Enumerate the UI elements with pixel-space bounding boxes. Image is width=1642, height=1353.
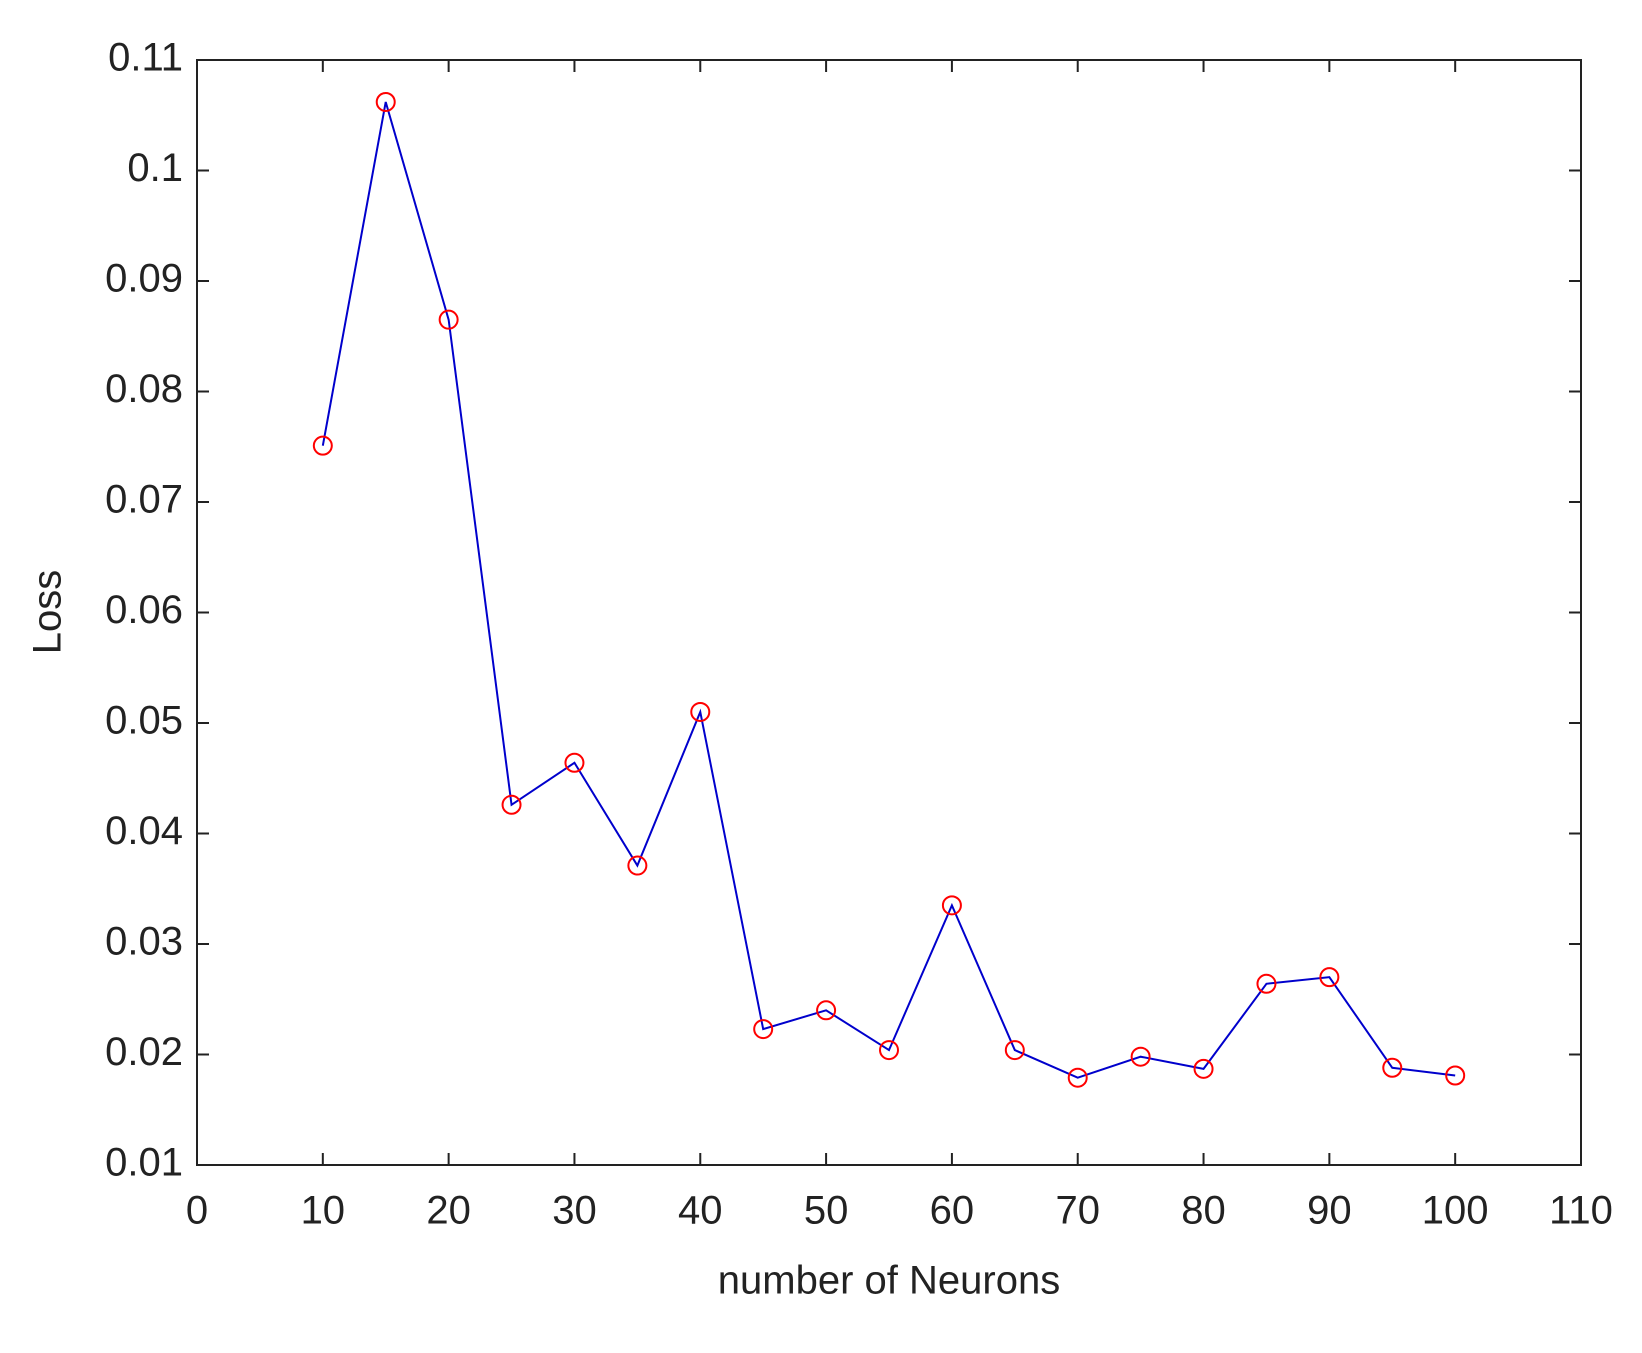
x-tick-label: 90 — [1307, 1189, 1352, 1233]
y-tick-label: 0.02 — [105, 1030, 183, 1074]
x-tick-label: 10 — [301, 1189, 346, 1233]
data-point — [1130, 1046, 1151, 1067]
x-tick-label: 50 — [804, 1189, 849, 1233]
data-point — [438, 309, 459, 330]
data-point — [375, 91, 396, 112]
y-tick-label: 0.06 — [105, 588, 183, 632]
x-axis-label: number of Neurons — [718, 1259, 1060, 1303]
y-tick-label: 0.04 — [105, 809, 183, 853]
y-tick-label: 0.01 — [105, 1141, 183, 1185]
data-point — [564, 752, 585, 773]
y-tick-label: 0.09 — [105, 257, 183, 301]
y-tick-label: 0.08 — [105, 367, 183, 411]
y-tick-label: 0.03 — [105, 920, 183, 964]
y-tick-label: 0.05 — [105, 699, 183, 743]
data-point — [816, 1000, 837, 1021]
data-point — [1004, 1040, 1025, 1061]
y-axis-label: Loss — [26, 570, 70, 655]
data-point — [1445, 1065, 1466, 1086]
x-tick-label: 70 — [1055, 1189, 1100, 1233]
series-line — [321, 101, 1456, 1079]
x-tick-label: 80 — [1181, 1189, 1226, 1233]
data-point — [1319, 967, 1340, 988]
x-tick-label: 20 — [426, 1189, 471, 1233]
y-tick-label: 0.07 — [105, 478, 183, 522]
data-point — [1067, 1067, 1088, 1088]
x-tick-label: 0 — [186, 1189, 208, 1233]
data-point — [941, 895, 962, 916]
data-point — [1382, 1057, 1403, 1078]
y-tick-label: 0.11 — [108, 36, 183, 80]
data-point — [690, 701, 711, 722]
data-point — [627, 855, 648, 876]
data-point — [1193, 1058, 1214, 1079]
x-tick-label: 100 — [1422, 1189, 1489, 1233]
data-point — [1256, 973, 1277, 994]
data-point — [879, 1040, 899, 1061]
x-tick-label: 30 — [552, 1189, 597, 1233]
x-tick-label: 40 — [678, 1189, 723, 1233]
x-tick-label: 110 — [1549, 1189, 1613, 1233]
data-point — [501, 794, 522, 815]
x-tick-label: 60 — [930, 1189, 975, 1233]
data-point — [753, 1019, 774, 1040]
y-tick-label: 0.1 — [127, 146, 183, 190]
data-point — [312, 435, 333, 456]
